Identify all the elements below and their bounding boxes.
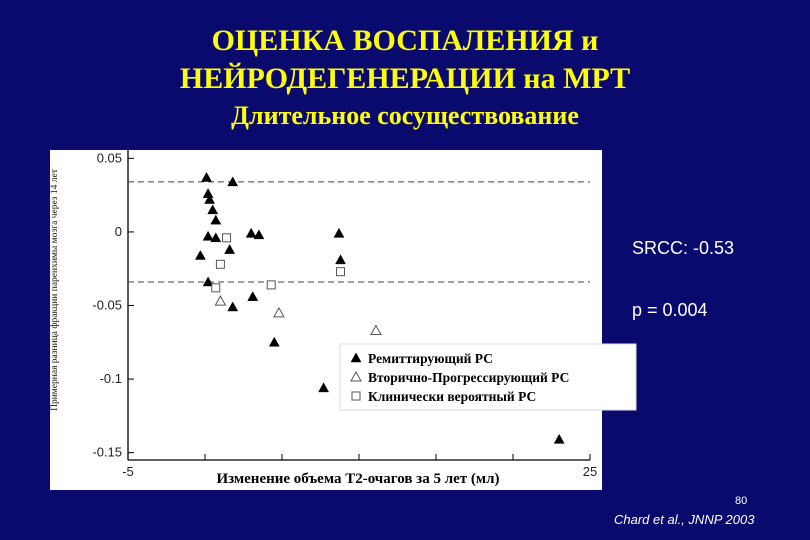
title-line-1: ОЦЕНКА ВОСПАЛЕНИЯ и — [211, 24, 599, 57]
title-line-2: НЕЙРОДЕГЕНЕРАЦИИ на МРТ — [179, 62, 631, 95]
p-value-text: p = 0.004 — [632, 300, 708, 320]
citation: Chard et al., JNNP 2003 — [614, 512, 755, 527]
plot-panel — [50, 150, 602, 490]
srcc-text: SRCC: -0.53 — [632, 238, 735, 258]
slide-title: ОЦЕНКА ВОСПАЛЕНИЯ и НЕЙРОДЕГЕНЕРАЦИИ на … — [0, 22, 810, 98]
y-axis-label: Примерная разница фракции паренхимы мозг… — [50, 169, 60, 411]
page-number: 80 — [735, 495, 748, 507]
slide-subtitle: Длительное сосуществование — [231, 101, 579, 130]
